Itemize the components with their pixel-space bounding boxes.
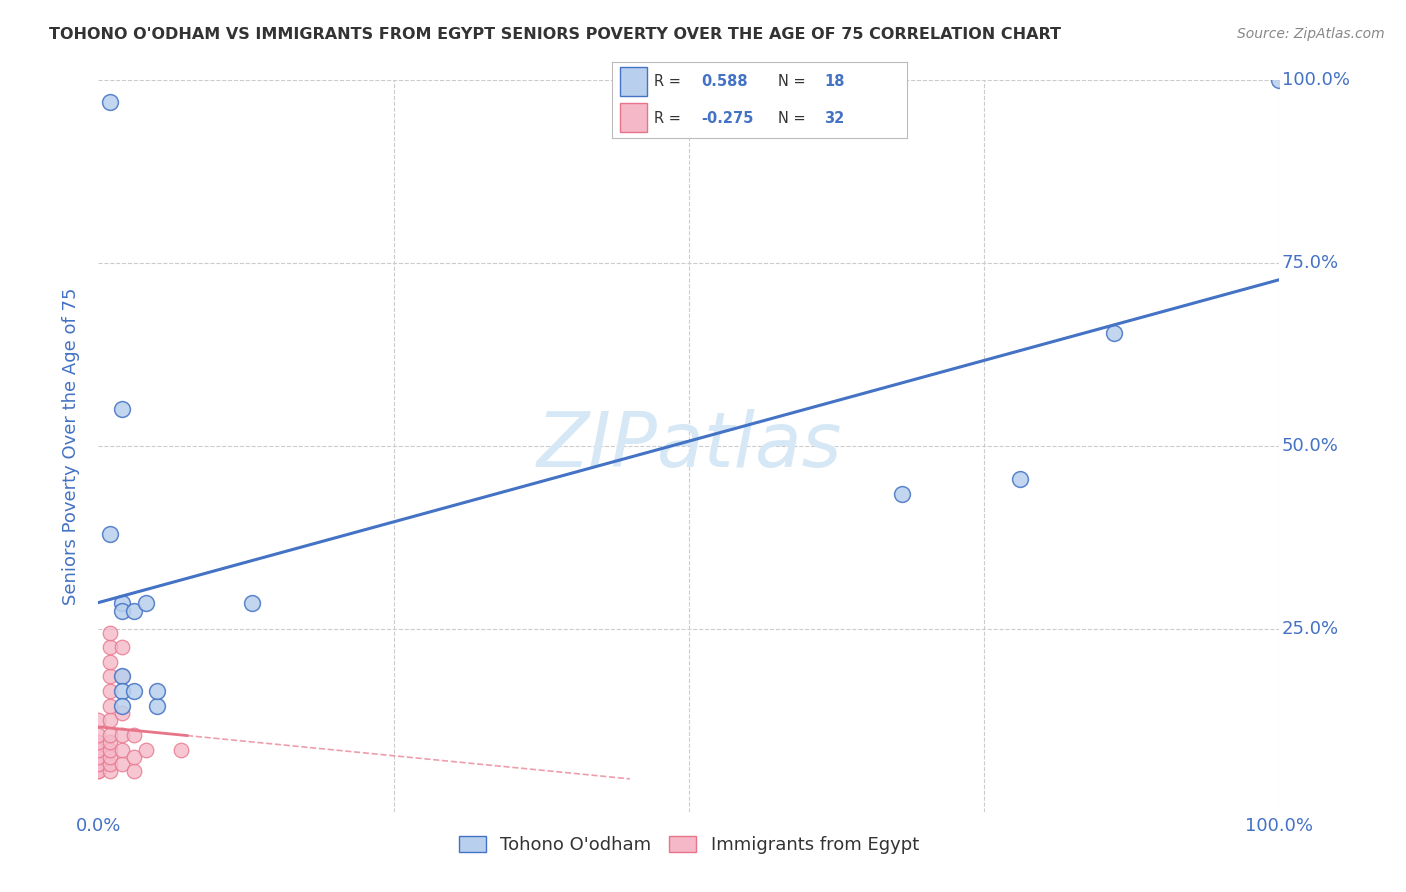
Text: 18: 18 xyxy=(824,74,845,89)
Point xyxy=(98,728,121,742)
Point xyxy=(122,749,145,764)
Point xyxy=(111,684,134,698)
Point xyxy=(98,669,121,683)
Point xyxy=(111,402,134,417)
Point xyxy=(87,735,110,749)
Point xyxy=(122,603,145,617)
Point xyxy=(111,603,134,617)
Point xyxy=(87,764,110,779)
Point xyxy=(111,669,134,683)
Point xyxy=(111,728,134,742)
Point xyxy=(87,742,110,756)
Text: N =: N = xyxy=(779,74,811,89)
Point xyxy=(98,625,121,640)
Point xyxy=(111,742,134,756)
Point xyxy=(87,764,110,779)
Point xyxy=(98,698,121,713)
Text: 32: 32 xyxy=(824,111,845,126)
Text: R =: R = xyxy=(654,111,686,126)
Text: R =: R = xyxy=(654,74,686,89)
Point xyxy=(890,486,912,500)
Text: N =: N = xyxy=(779,111,811,126)
Point xyxy=(135,742,157,756)
Text: 25.0%: 25.0% xyxy=(1282,620,1339,638)
Legend: Tohono O'odham, Immigrants from Egypt: Tohono O'odham, Immigrants from Egypt xyxy=(451,829,927,861)
Text: 100.0%: 100.0% xyxy=(1282,71,1350,89)
Point xyxy=(98,764,121,779)
Text: -0.275: -0.275 xyxy=(702,111,754,126)
Point xyxy=(111,706,134,720)
Point xyxy=(1102,326,1125,340)
Text: Source: ZipAtlas.com: Source: ZipAtlas.com xyxy=(1237,27,1385,41)
Point xyxy=(98,742,121,756)
Point xyxy=(98,640,121,655)
Point xyxy=(98,757,121,772)
Point xyxy=(98,95,121,110)
Point xyxy=(98,735,121,749)
Point xyxy=(111,669,134,683)
Point xyxy=(98,714,121,728)
Point xyxy=(122,764,145,779)
Point xyxy=(98,655,121,669)
FancyBboxPatch shape xyxy=(620,103,647,132)
Text: 0.588: 0.588 xyxy=(702,74,748,89)
Point xyxy=(111,698,134,713)
Text: TOHONO O'ODHAM VS IMMIGRANTS FROM EGYPT SENIORS POVERTY OVER THE AGE OF 75 CORRE: TOHONO O'ODHAM VS IMMIGRANTS FROM EGYPT … xyxy=(49,27,1062,42)
Point xyxy=(111,640,134,655)
Point xyxy=(146,684,169,698)
Point xyxy=(87,757,110,772)
Point xyxy=(122,728,145,742)
Point xyxy=(170,742,193,756)
Point xyxy=(240,596,263,610)
FancyBboxPatch shape xyxy=(620,67,647,95)
Point xyxy=(135,596,157,610)
Text: 50.0%: 50.0% xyxy=(1282,437,1339,455)
Point xyxy=(111,596,134,610)
Point xyxy=(87,728,110,742)
Point xyxy=(1268,73,1291,87)
Point xyxy=(98,749,121,764)
Y-axis label: Seniors Poverty Over the Age of 75: Seniors Poverty Over the Age of 75 xyxy=(62,287,80,605)
Point xyxy=(87,749,110,764)
Point xyxy=(111,757,134,772)
Point xyxy=(98,684,121,698)
Point xyxy=(98,526,121,541)
Text: 75.0%: 75.0% xyxy=(1282,254,1339,272)
Point xyxy=(87,714,110,728)
Point xyxy=(1008,472,1031,486)
Point xyxy=(146,698,169,713)
Text: ZIPatlas: ZIPatlas xyxy=(536,409,842,483)
Point xyxy=(122,684,145,698)
